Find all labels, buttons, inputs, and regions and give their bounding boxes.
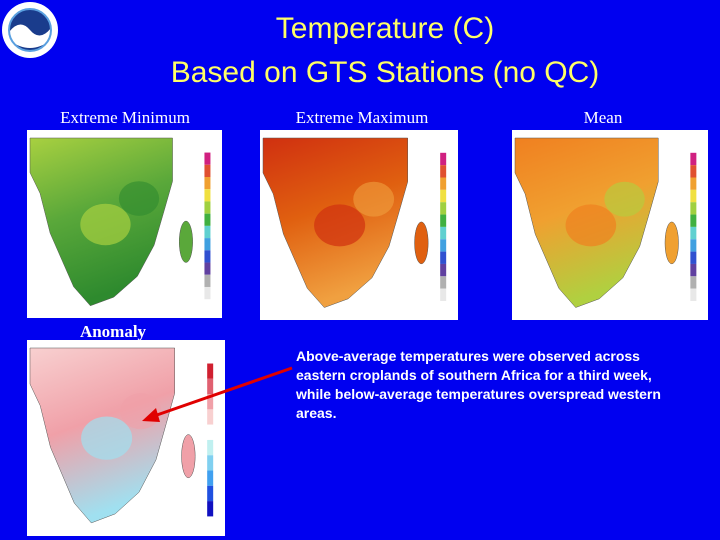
colorbar-cell xyxy=(207,363,214,379)
colorbar-cell xyxy=(440,251,447,264)
madagascar xyxy=(664,221,679,265)
title-line: Based on GTS Stations (no QC) xyxy=(170,56,600,89)
colorbar-cell xyxy=(690,239,697,252)
colorbar-cell xyxy=(207,394,214,410)
colorbar-cell xyxy=(207,485,214,502)
colorbar-cell xyxy=(440,189,447,203)
madagascar xyxy=(179,220,193,263)
colorbar-cell xyxy=(440,165,447,178)
region xyxy=(81,416,133,460)
colorbar-cell xyxy=(440,263,447,277)
colorbar-cell xyxy=(440,276,447,289)
colorbar-cell xyxy=(207,470,214,486)
colorbar-cell xyxy=(204,238,211,251)
colorbar-cell xyxy=(690,226,697,240)
colorbar-cell xyxy=(204,164,211,177)
colorbar-cell xyxy=(690,288,697,301)
description: Above-average temperatures were observed… xyxy=(296,348,661,421)
colorbar-cell xyxy=(204,225,211,239)
colorbar-cell xyxy=(204,189,211,202)
colorbar-cell xyxy=(690,251,697,264)
colorbar-cell xyxy=(204,177,211,190)
colorbar-cell xyxy=(690,177,697,190)
panel-label: Mean xyxy=(583,108,623,127)
region xyxy=(118,181,160,216)
panel-label: Extreme Maximum xyxy=(295,108,429,127)
colorbar-cell xyxy=(440,202,447,215)
colorbar-cell xyxy=(204,152,211,165)
colorbar-cell xyxy=(207,409,214,425)
title-line: Temperature (C) xyxy=(275,12,495,45)
colorbar-cell xyxy=(690,263,697,277)
colorbar-cell xyxy=(204,213,211,226)
noaa-logo xyxy=(2,2,58,58)
madagascar xyxy=(181,434,196,479)
region xyxy=(314,204,366,247)
colorbar-cell xyxy=(204,201,211,214)
colorbar-cell xyxy=(440,226,447,240)
region xyxy=(604,181,645,217)
region xyxy=(80,203,131,246)
colorbar-cell xyxy=(204,274,211,287)
colorbar-cell xyxy=(690,152,697,166)
colorbar-cell xyxy=(207,439,214,456)
panel-label: Anomaly xyxy=(79,322,147,341)
colorbar-cell xyxy=(690,165,697,178)
colorbar-cell xyxy=(207,424,214,440)
colorbar-cell xyxy=(204,262,211,275)
region xyxy=(353,181,395,217)
colorbar-cell xyxy=(440,288,447,301)
colorbar-cell xyxy=(690,202,697,215)
colorbar-cell xyxy=(440,152,447,166)
colorbar-cell xyxy=(440,177,447,190)
madagascar xyxy=(414,221,429,265)
colorbar-cell xyxy=(207,378,214,395)
panel-label: Extreme Minimum xyxy=(60,108,190,127)
colorbar-cell xyxy=(690,189,697,203)
arrow xyxy=(153,366,293,418)
colorbar-cell xyxy=(207,501,214,517)
arrow-head xyxy=(142,408,160,422)
colorbar-cell xyxy=(690,214,697,227)
colorbar-cell xyxy=(440,214,447,227)
colorbar-cell xyxy=(207,455,214,471)
colorbar-cell xyxy=(204,250,211,263)
region xyxy=(565,204,617,247)
colorbar-cell xyxy=(440,239,447,252)
colorbar-cell xyxy=(204,286,211,300)
colorbar-cell xyxy=(690,276,697,289)
